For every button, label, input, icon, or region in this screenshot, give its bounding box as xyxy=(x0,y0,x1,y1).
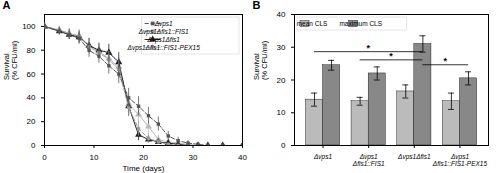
svg-text:Δvps1Δfis1::FIS1-PEX15: Δvps1Δfis1::FIS1-PEX15 xyxy=(127,44,201,52)
svg-text:20: 20 xyxy=(27,117,36,126)
svg-text:20: 20 xyxy=(277,76,286,85)
svg-text:*: * xyxy=(366,43,370,53)
svg-text:Δvps1Δfis1::FIS1: Δvps1Δfis1::FIS1 xyxy=(138,28,189,36)
svg-text:Δvps1: Δvps1 xyxy=(313,153,332,161)
svg-text:B: B xyxy=(253,0,261,11)
svg-text:30: 30 xyxy=(189,153,198,162)
svg-text:Δvps1Δfis1::FIS1-PEX15: Δvps1Δfis1::FIS1-PEX15 xyxy=(432,153,488,167)
svg-text:*: * xyxy=(389,51,393,61)
svg-text:Time (days): Time (days) xyxy=(123,164,165,173)
svg-text:Δvps1Δfis1::FIS1: Δvps1Δfis1::FIS1 xyxy=(352,153,385,167)
svg-text:Δvps1Δfis1: Δvps1Δfis1 xyxy=(146,36,180,44)
svg-text:A: A xyxy=(3,0,11,11)
svg-text:10: 10 xyxy=(277,108,286,117)
svg-text:0: 0 xyxy=(42,153,47,162)
svg-text:Δvps1: Δvps1 xyxy=(154,20,173,28)
svg-text:maximum CLS: maximum CLS xyxy=(339,20,382,27)
svg-text:Survival(% CFU/ml): Survival(% CFU/ml) xyxy=(2,40,19,80)
svg-text:60: 60 xyxy=(27,70,36,79)
svg-text:*: * xyxy=(443,56,447,66)
svg-text:Δvps1Δfis1: Δvps1Δfis1 xyxy=(397,153,431,161)
svg-text:30: 30 xyxy=(277,43,286,52)
svg-text:80: 80 xyxy=(27,46,36,55)
svg-text:mean CLS: mean CLS xyxy=(297,20,328,27)
svg-text:0: 0 xyxy=(281,141,286,150)
svg-text:20: 20 xyxy=(139,153,148,162)
svg-text:40: 40 xyxy=(277,10,286,19)
svg-text:40: 40 xyxy=(27,93,36,102)
svg-text:100: 100 xyxy=(22,22,36,31)
svg-text:0: 0 xyxy=(31,141,36,150)
svg-text:40: 40 xyxy=(238,153,247,162)
svg-text:10: 10 xyxy=(90,153,99,162)
svg-text:Survival(% CFU/ml): Survival(% CFU/ml) xyxy=(252,40,269,80)
